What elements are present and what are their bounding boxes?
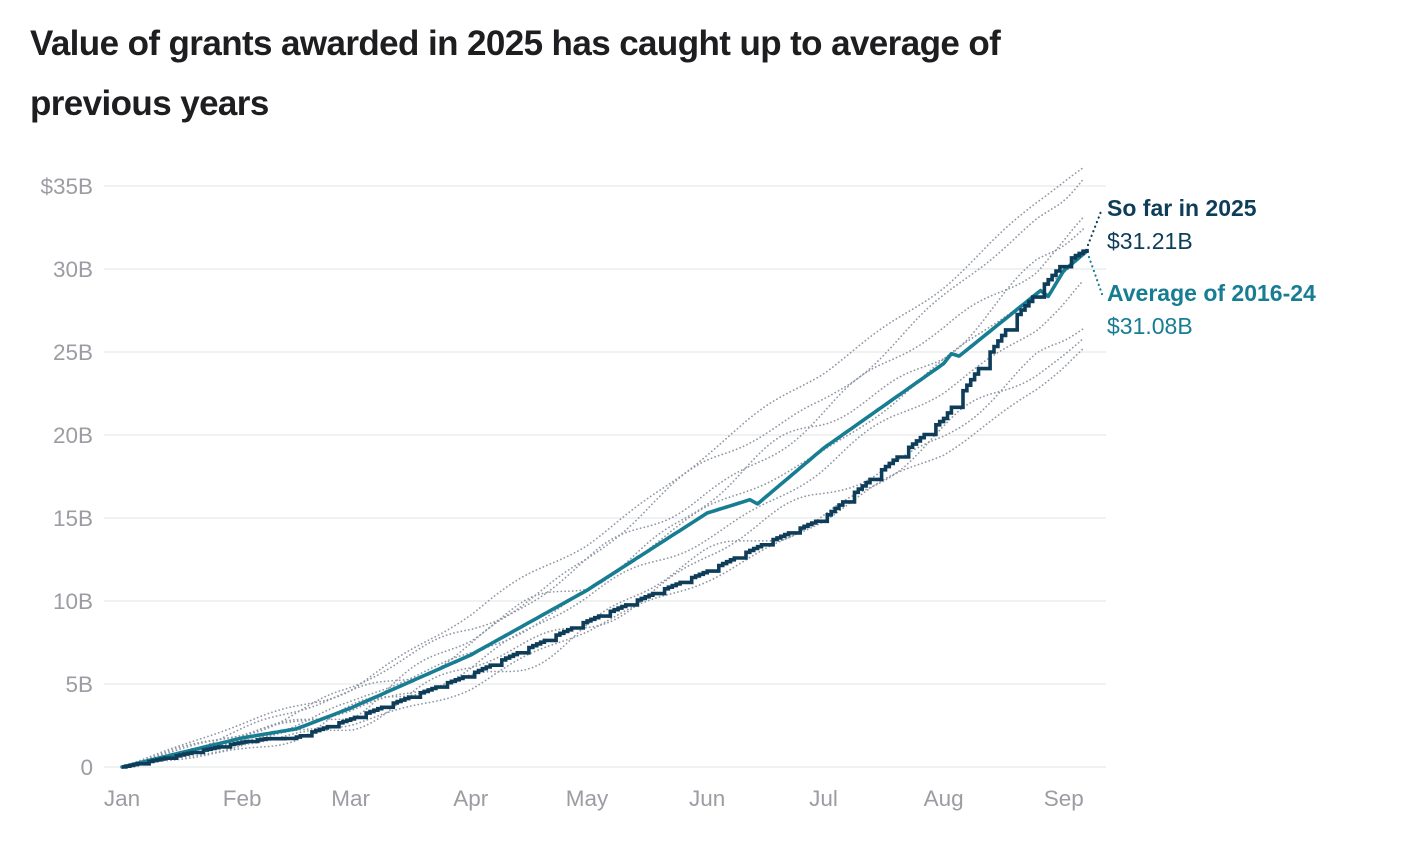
annotation-so-far-2025-value: $31.21B (1107, 228, 1193, 254)
annotation-average-2016-24-value: $31.08B (1107, 313, 1193, 339)
y-tick-label: 10B (53, 589, 93, 614)
so-far-2025-line (122, 248, 1089, 769)
y-tick-label: 15B (53, 506, 93, 531)
year-line-dotted-3 (121, 216, 1084, 768)
x-tick-label-Jan: Jan (104, 786, 140, 811)
annotation-so-far-2025: So far in 2025 $31.21B (1107, 194, 1397, 255)
year-line-dotted-1 (121, 166, 1084, 768)
year-line-dotted-8 (121, 337, 1084, 768)
x-tick-label-May: May (566, 786, 609, 811)
y-tick-label: 25B (53, 340, 93, 365)
annotation-average-2016-24: Average of 2016-24 $31.08B (1107, 279, 1397, 340)
x-tick-label-Feb: Feb (223, 786, 262, 811)
x-tick-label-Jul: Jul (809, 786, 838, 811)
year-line-dotted-6 (121, 279, 1084, 768)
year-line-dotted-9 (121, 347, 1084, 768)
year-line-dotted-4 (121, 228, 1084, 768)
y-tick-label: 30B (53, 257, 93, 282)
x-tick-label-Apr: Apr (453, 786, 489, 811)
x-tick-label-Mar: Mar (331, 786, 370, 811)
chart-title-line1: Value of grants awarded in 2025 has caug… (30, 24, 1001, 63)
y-tick-label: 0 (80, 755, 93, 780)
leader-line-2025 (1086, 207, 1104, 247)
x-tick-label-Sep: Sep (1044, 786, 1084, 811)
annotation-average-2016-24-label: Average of 2016-24 (1107, 280, 1316, 306)
y-tick-label: 5B (65, 672, 93, 697)
x-tick-label-Jun: Jun (689, 786, 725, 811)
average-2016-24-line (120, 249, 1089, 769)
year-line-dotted-2 (121, 178, 1084, 768)
x-tick-label-Aug: Aug (924, 786, 964, 811)
annotation-so-far-2025-label: So far in 2025 (1107, 195, 1257, 221)
chart-title-line2: previous years (30, 84, 269, 123)
leader-line-average (1087, 255, 1104, 296)
year-line-dotted-7 (121, 327, 1084, 768)
chart-title: Value of grants awarded in 2025 has caug… (30, 14, 1001, 134)
y-tick-label: 20B (53, 423, 93, 448)
y-tick-label: $35B (40, 174, 93, 199)
